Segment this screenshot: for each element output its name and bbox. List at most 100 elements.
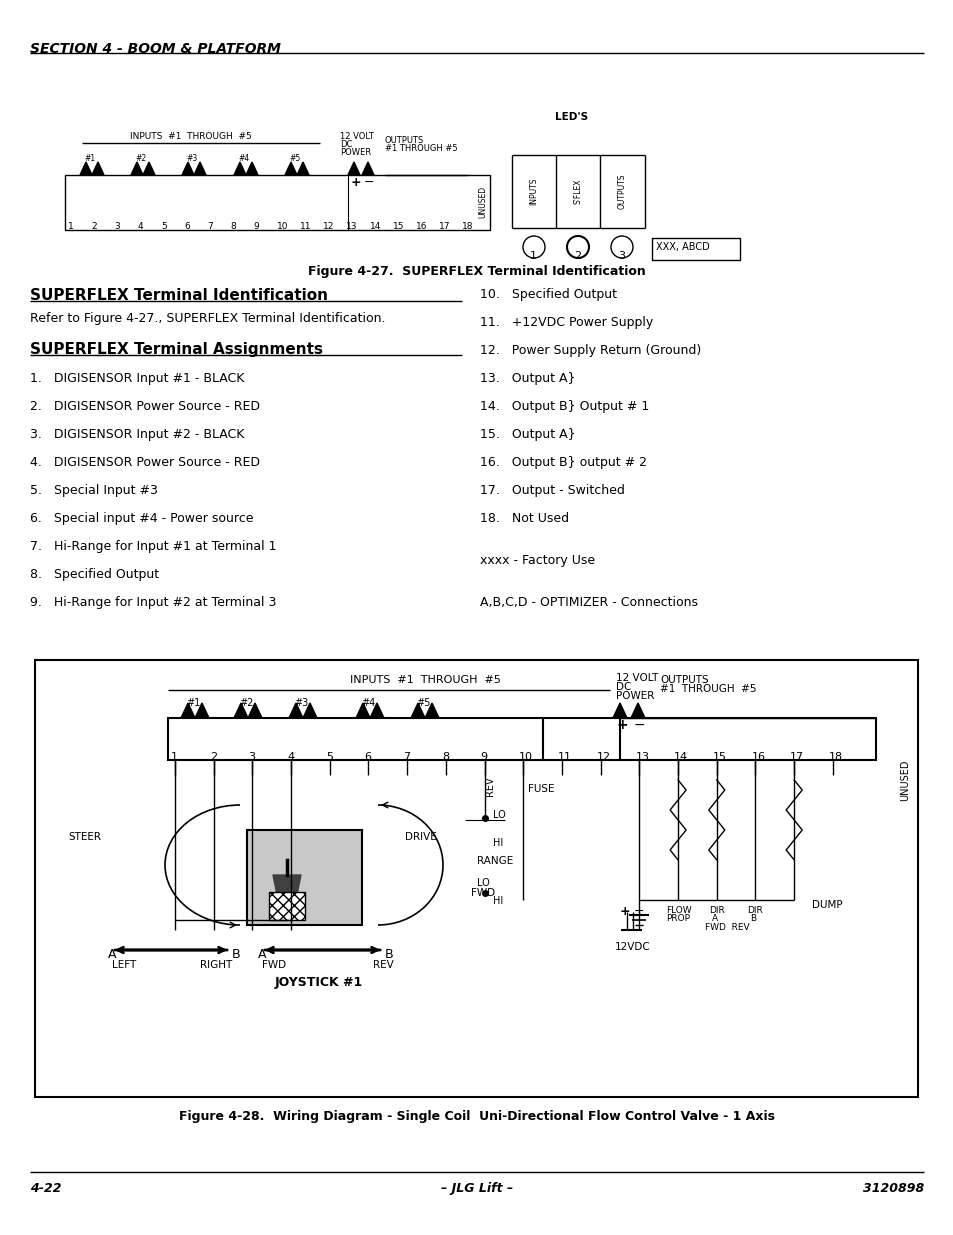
Text: 4: 4 [287,752,294,762]
Text: 2: 2 [91,222,96,231]
Text: DRIVE: DRIVE [405,832,436,842]
Polygon shape [348,162,359,175]
Text: 14: 14 [674,752,687,762]
Text: 17: 17 [789,752,803,762]
Text: 17: 17 [438,222,450,231]
Text: 3120898: 3120898 [862,1182,923,1195]
Bar [65,175,490,230]
Polygon shape [193,162,206,175]
Text: HI: HI [492,897,502,906]
Text: 6: 6 [364,752,371,762]
Text: 7.   Hi-Range for Input #1 at Terminal 1: 7. Hi-Range for Input #1 at Terminal 1 [30,540,276,553]
Text: 8: 8 [441,752,449,762]
Text: 1: 1 [171,752,178,762]
Text: 9.   Hi-Range for Input #2 at Terminal 3: 9. Hi-Range for Input #2 at Terminal 3 [30,597,276,609]
Text: 13: 13 [635,752,649,762]
Text: #3: #3 [294,698,308,708]
Bar [35,659,917,1097]
Text: 18.   Not Used: 18. Not Used [479,513,569,525]
Text: 3: 3 [114,222,120,231]
Polygon shape [233,162,246,175]
Text: DC: DC [339,140,352,149]
Polygon shape [370,703,384,718]
Text: 17.   Output - Switched: 17. Output - Switched [479,484,624,496]
Text: 11.   +12VDC Power Supply: 11. +12VDC Power Supply [479,316,653,329]
Text: 12.   Power Supply Return (Ground): 12. Power Supply Return (Ground) [479,345,700,357]
Text: xxxx - Factory Use: xxxx - Factory Use [479,555,595,567]
Text: LEFT: LEFT [112,960,136,969]
Text: RANGE: RANGE [476,856,513,866]
Text: 18: 18 [462,222,474,231]
Text: #1: #1 [186,698,200,708]
Text: PROP: PROP [665,914,689,923]
Polygon shape [424,703,438,718]
Text: SECTION 4 - BOOM & PLATFORM: SECTION 4 - BOOM & PLATFORM [30,42,280,56]
Text: POWER: POWER [616,692,654,701]
Text: 16.   Output B} output # 2: 16. Output B} output # 2 [479,456,646,469]
Text: INPUTS: INPUTS [529,178,537,205]
Text: DC: DC [616,682,631,692]
Text: OUTPUTS: OUTPUTS [385,136,424,144]
Text: JOYSTICK #1: JOYSTICK #1 [274,976,363,989]
Text: INPUTS  #1  THROUGH  #5: INPUTS #1 THROUGH #5 [130,132,252,141]
Text: 18: 18 [828,752,842,762]
Text: 10: 10 [276,222,288,231]
Text: FLOW: FLOW [665,906,691,915]
Text: 4.   DIGISENSOR Power Source - RED: 4. DIGISENSOR Power Source - RED [30,456,260,469]
Bar [269,892,305,920]
Polygon shape [246,162,257,175]
Polygon shape [248,703,262,718]
Text: INPUTS  #1  THROUGH  #5: INPUTS #1 THROUGH #5 [350,676,500,685]
Text: 15: 15 [393,222,404,231]
Text: 5: 5 [161,222,167,231]
Text: A: A [711,914,718,923]
Text: STEER: STEER [68,832,101,842]
Text: 2.   DIGISENSOR Power Source - RED: 2. DIGISENSOR Power Source - RED [30,400,260,412]
Text: 15.   Output A}: 15. Output A} [479,429,575,441]
Text: #5: #5 [416,698,430,708]
Text: −: − [364,177,375,189]
Text: POWER: POWER [339,148,371,157]
Text: FUSE: FUSE [528,784,555,794]
Text: 16: 16 [751,752,764,762]
Text: DUMP: DUMP [811,900,841,910]
Text: 3: 3 [618,251,624,261]
Text: B: B [750,914,756,923]
Text: +: + [617,718,628,732]
Text: 4: 4 [137,222,143,231]
Polygon shape [361,162,374,175]
Text: 10.   Specified Output: 10. Specified Output [479,288,617,301]
Text: XXX, ABCD: XXX, ABCD [656,242,709,252]
Polygon shape [80,162,91,175]
Text: REV: REV [373,960,394,969]
Text: 3: 3 [248,752,255,762]
Text: +: + [618,905,629,918]
Text: FWD: FWD [470,888,495,898]
Polygon shape [355,703,370,718]
Text: #4: #4 [237,154,249,163]
Text: DIR: DIR [747,906,762,915]
Text: 11: 11 [299,222,312,231]
Text: #3: #3 [186,154,197,163]
Text: FWD  REV: FWD REV [704,923,749,932]
Polygon shape [289,703,303,718]
Text: RIGHT: RIGHT [200,960,232,969]
Text: −: − [634,718,645,732]
Text: HI: HI [492,839,502,848]
Text: #5: #5 [289,154,300,163]
Text: 7: 7 [207,222,213,231]
Text: A: A [108,948,116,961]
Text: 1: 1 [530,251,537,261]
Polygon shape [194,703,209,718]
Text: Figure 4-27.  SUPERFLEX Terminal Identification: Figure 4-27. SUPERFLEX Terminal Identifi… [308,266,645,278]
Polygon shape [233,703,248,718]
Text: SUPERFLEX Terminal Assignments: SUPERFLEX Terminal Assignments [30,342,323,357]
Text: 15: 15 [712,752,726,762]
Text: 8: 8 [231,222,236,231]
Text: 12 VOLT: 12 VOLT [616,673,658,683]
Text: REV: REV [484,777,494,797]
Text: +: + [351,177,361,189]
Text: Refer to Figure 4-27., SUPERFLEX Terminal Identification.: Refer to Figure 4-27., SUPERFLEX Termina… [30,312,385,325]
Text: DIR: DIR [708,906,723,915]
Text: 8.   Specified Output: 8. Specified Output [30,568,159,580]
